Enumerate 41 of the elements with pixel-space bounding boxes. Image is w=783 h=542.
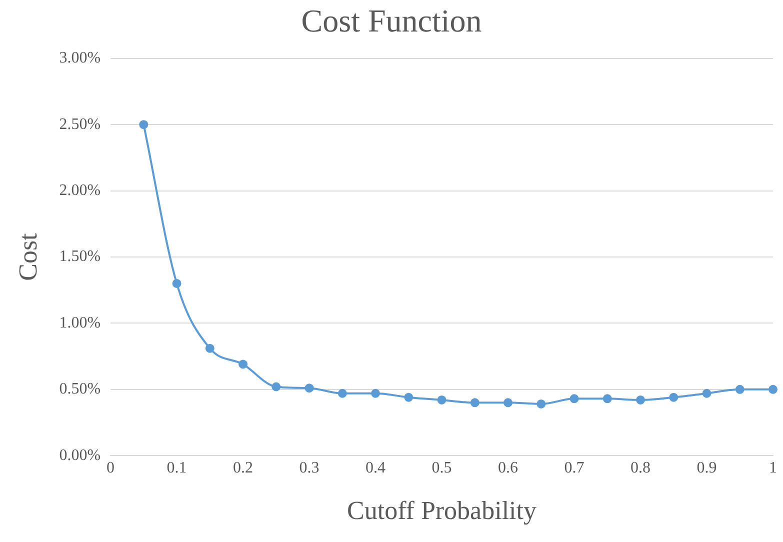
y-tick-label: 1.00% — [59, 314, 101, 332]
y-tick-label: 0.00% — [59, 446, 101, 464]
x-tick-label: 0.1 — [166, 459, 187, 476]
x-tick-label: 0.5 — [432, 459, 452, 476]
point — [636, 395, 646, 404]
point — [304, 384, 314, 393]
point — [205, 344, 214, 353]
point — [702, 388, 712, 398]
x-tick-label: 0.2 — [233, 459, 254, 476]
y-tick-label: 3.00% — [59, 50, 101, 67]
point — [172, 278, 182, 288]
x-tick-label: 0.8 — [630, 459, 651, 476]
point — [238, 360, 248, 369]
y-axis-title: Cost — [13, 232, 42, 281]
x-tick-label: 0.7 — [564, 459, 584, 476]
point — [768, 384, 778, 394]
x-axis-title: Cutoff Probability — [347, 496, 536, 526]
point — [139, 120, 148, 130]
x-tick-label: 0 — [106, 459, 115, 476]
point — [404, 392, 414, 402]
y-tick-label: 2.50% — [59, 116, 101, 133]
point — [735, 384, 744, 394]
x-tick-label: 0.3 — [299, 459, 320, 476]
y-tick-label: 0.50% — [59, 380, 101, 398]
chart-title: Cost Function — [301, 2, 482, 39]
y-tick-label: 2.00% — [59, 182, 101, 200]
point — [504, 398, 513, 408]
point — [602, 394, 612, 404]
x-tick-label: 1 — [769, 459, 777, 476]
y-tick-label: 1.50% — [59, 248, 101, 266]
x-tick-label: 0.6 — [498, 459, 518, 476]
point — [272, 382, 281, 392]
x-tick-label: 0.9 — [696, 459, 717, 476]
x-tick-label: 0.4 — [366, 459, 386, 476]
point — [669, 392, 678, 402]
point — [371, 388, 380, 398]
point — [536, 399, 546, 408]
point — [437, 395, 446, 404]
point — [470, 398, 480, 408]
point — [338, 388, 347, 398]
point — [570, 394, 579, 404]
